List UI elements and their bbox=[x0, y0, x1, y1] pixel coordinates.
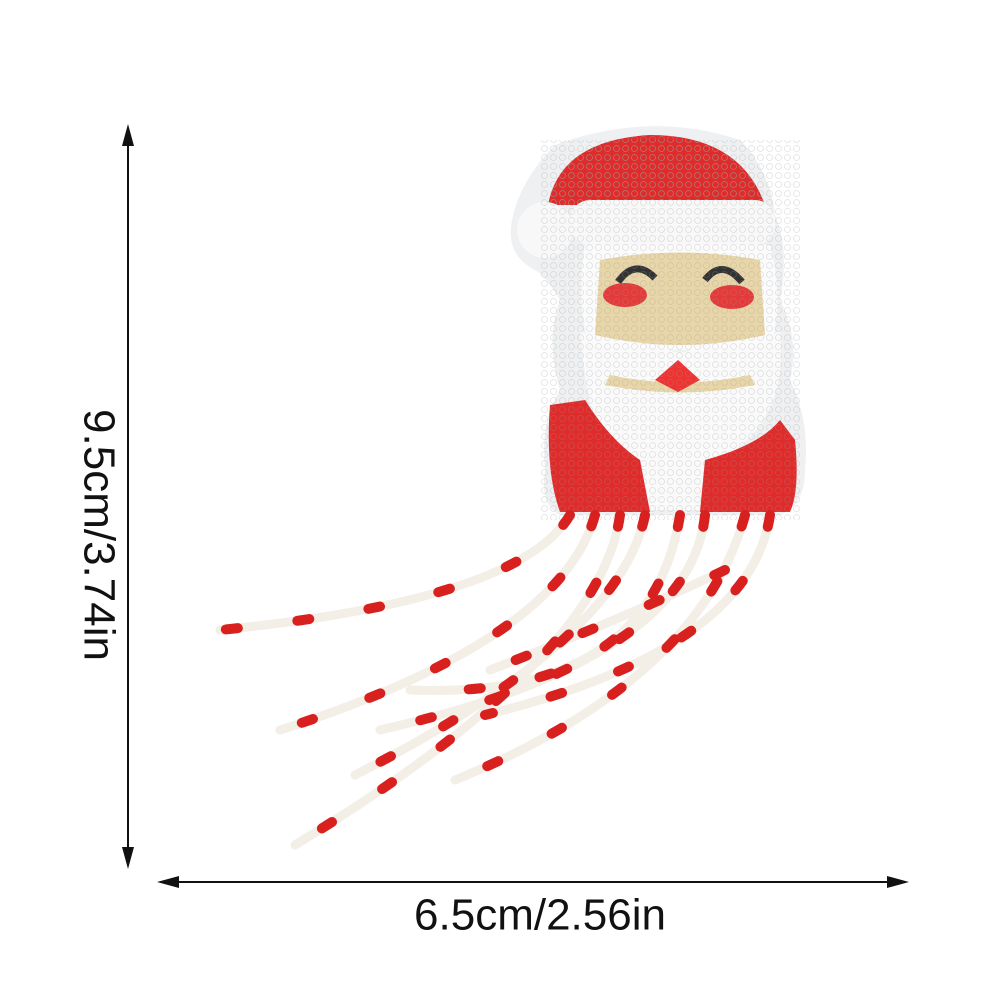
santa-patch bbox=[510, 126, 806, 520]
height-arrow bbox=[122, 124, 134, 869]
width-arrow bbox=[157, 876, 909, 888]
width-label: 6.5cm/2.56in bbox=[414, 891, 666, 940]
tassels bbox=[215, 510, 775, 850]
height-label: 9.5cm/3.74in bbox=[74, 409, 123, 661]
